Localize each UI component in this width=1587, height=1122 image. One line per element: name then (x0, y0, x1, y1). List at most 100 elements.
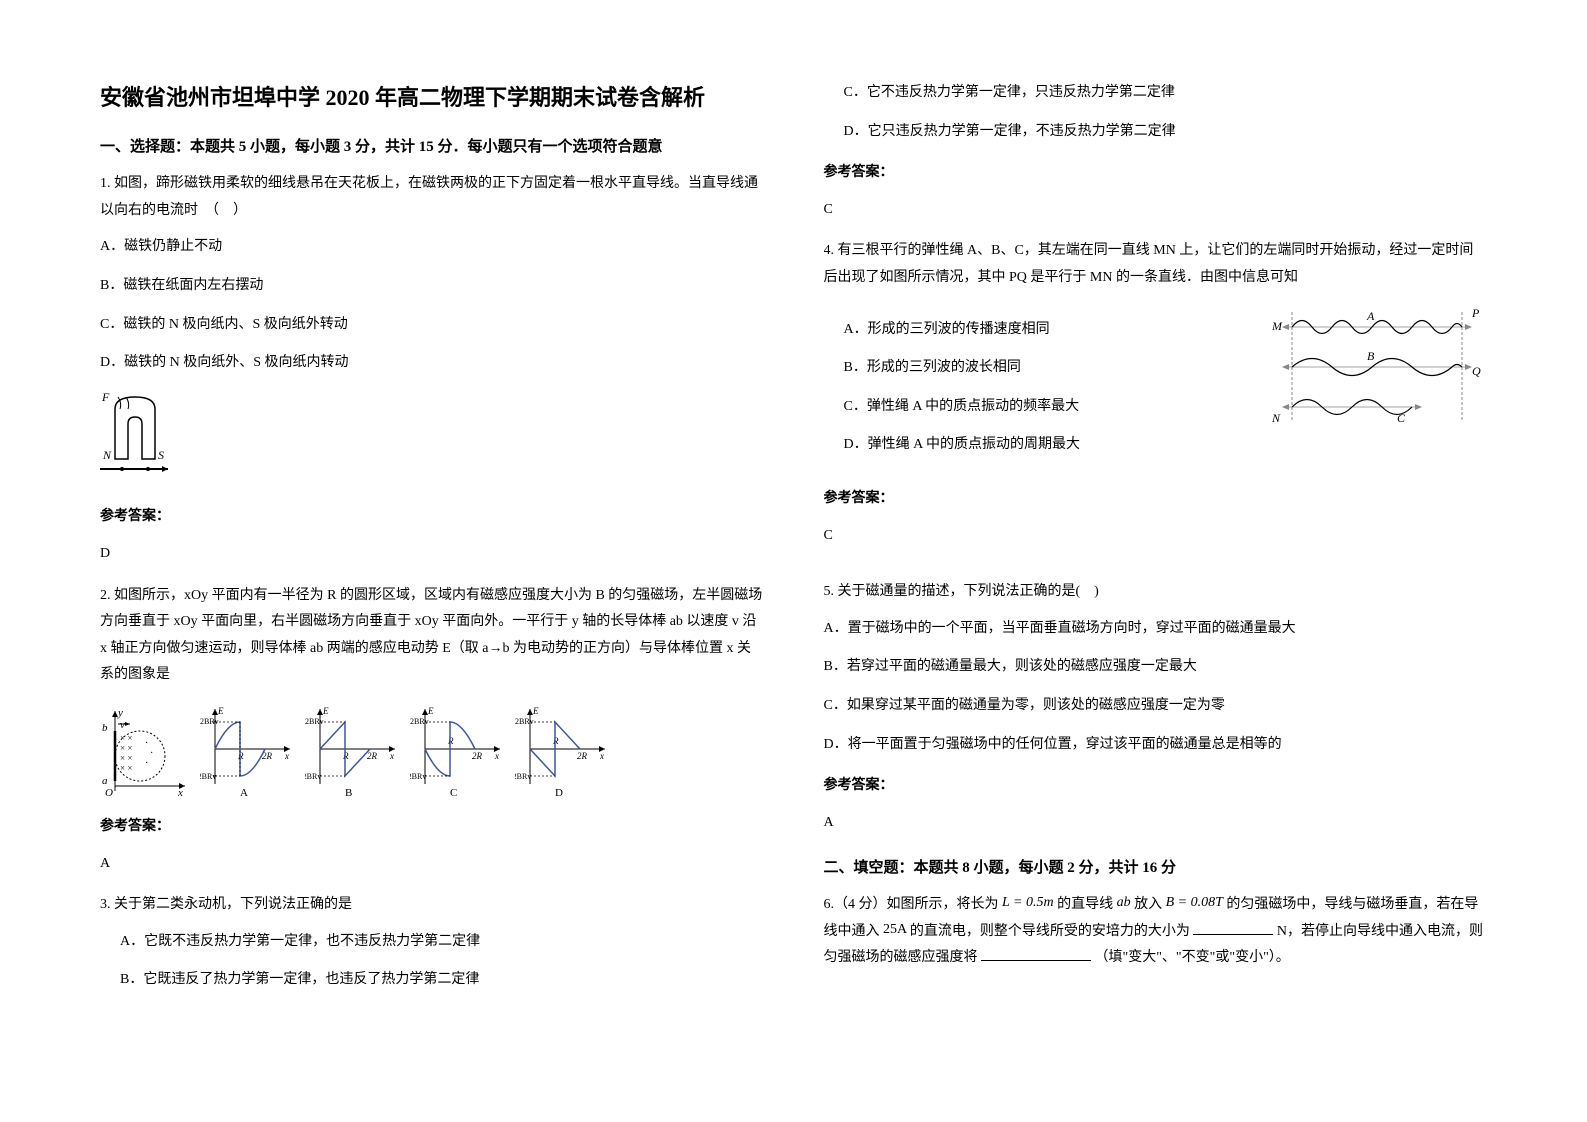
svg-text:E: E (532, 706, 539, 716)
svg-text:× ×: × × (120, 733, 132, 743)
q4-figure-waves: M N P Q A B (1267, 302, 1487, 443)
q2-answer-label: 参考答案： (100, 814, 764, 841)
svg-text:A: A (240, 787, 248, 799)
q1-option-d: D．磁铁的 N 极向纸外、S 极向纸内转动 (100, 350, 764, 377)
wave-q-label: Q (1472, 364, 1481, 378)
q1-option-c: C．磁铁的 N 极向纸内、S 极向纸外转动 (100, 312, 764, 339)
q3-answer-label: 参考答案： (824, 160, 1488, 187)
graph-o-label: O (105, 787, 113, 796)
q2-graph-b: E x 2BRv -2BRv R 2R B (305, 704, 400, 799)
question-6: 6.（4 分）如图所示，将长为 L = 0.5m 的直导线 ab 放入 B = … (824, 892, 1488, 972)
graph-b-label: b (102, 722, 108, 734)
q5-answer-label: 参考答案： (824, 773, 1488, 800)
question-2: 2. 如图所示，xOy 平面内有一半径为 R 的圆形区域，区域内有磁感应强度大小… (100, 583, 764, 878)
svg-text:-2BRv: -2BRv (305, 772, 321, 781)
q5-text: 5. 关于磁通量的描述，下列说法正确的是( ) (824, 579, 1488, 606)
q6-blank-1[interactable] (1193, 921, 1273, 935)
svg-text:2BRv: 2BRv (305, 717, 324, 726)
section-2-header: 二、填空题：本题共 8 小题，每小题 2 分，共计 16 分 (824, 856, 1488, 877)
q1-answer: D (100, 541, 764, 568)
q5-option-c: C．如果穿过某平面的磁通量为零，则该处的磁感应强度一定为零 (824, 693, 1488, 720)
wave-p-label: P (1471, 306, 1480, 320)
q6-L: L = 0.5m (1002, 895, 1054, 910)
q6-prefix: 6.（4 分）如图所示，将长为 (824, 897, 999, 912)
q3-option-b: B．它既违反了热力学第一定律，也违反了热力学第二定律 (100, 967, 764, 994)
svg-text:× ×: × × (120, 753, 132, 763)
svg-text:E: E (427, 706, 434, 716)
q1-figure-magnet: F N S (100, 389, 764, 490)
svg-text:× ×: × × (120, 743, 132, 753)
svg-text:2BRv: 2BRv (410, 717, 429, 726)
section-1-header: 一、选择题：本题共 5 小题，每小题 3 分，共计 15 分．每小题只有一个选项… (100, 135, 764, 156)
q6-tail: （填"变大"、"不变"或"变小"）。 (1095, 950, 1290, 965)
wave-n-label: N (1271, 411, 1281, 425)
q2-figure-graphs: × × × × × × × × · · · b a v O x y (100, 704, 764, 799)
question-3-continued: C．它不违反热力学第一定律，只违反热力学第二定律 D．它只违反热力学第一定律，不… (824, 80, 1488, 223)
q6-mid2: 放入 (1134, 897, 1162, 912)
q6-mid4: 的直流电，则整个导线所受的安培力的大小为 (910, 924, 1190, 939)
q6-blank-2[interactable] (981, 947, 1091, 961)
q4-answer: C (824, 523, 1488, 550)
svg-text:2R: 2R (367, 751, 378, 761)
q5-option-d: D．将一平面置于匀强磁场中的任何位置，穿过该平面的磁通量总是相等的 (824, 732, 1488, 759)
q2-graph-a: E x 2BRv -2BRv R 2R A (200, 704, 295, 799)
svg-text:x: x (389, 751, 394, 761)
svg-text:·: · (145, 738, 148, 749)
q4-answer-label: 参考答案： (824, 486, 1488, 513)
question-4: 4. 有三根平行的弹性绳 A、B、C，其左端在同一直线 MN 上，让它们的左端同… (824, 238, 1488, 564)
wave-c-label: C (1397, 411, 1406, 425)
wave-a-label: A (1366, 309, 1375, 323)
svg-text:D: D (555, 787, 563, 799)
q6-ab: ab (1117, 895, 1131, 910)
svg-text:x: x (284, 751, 289, 761)
svg-text:·: · (145, 758, 148, 769)
svg-text:y: y (117, 707, 123, 719)
q6-B: B = 0.08T (1166, 895, 1223, 910)
q3-option-a: A．它既不违反热力学第一定律，也不违反热力学第二定律 (100, 929, 764, 956)
question-5: 5. 关于磁通量的描述，下列说法正确的是( ) A．置于磁场中的一个平面，当平面… (824, 579, 1488, 836)
svg-text:E: E (217, 706, 224, 716)
page-container: 安徽省池州市坦埠中学 2020 年高二物理下学期期末试卷含解析 一、选择题：本题… (100, 80, 1487, 1009)
wave-m-label: M (1271, 319, 1283, 333)
q6-current: 25A (883, 922, 906, 937)
graph-v-label: v (120, 719, 125, 731)
q2-text: 2. 如图所示，xOy 平面内有一半径为 R 的圆形区域，区域内有磁感应强度大小… (100, 583, 764, 689)
svg-text:-2BRv: -2BRv (410, 772, 426, 781)
svg-text:x: x (494, 751, 499, 761)
svg-text:× ×: × × (120, 763, 132, 773)
left-column: 安徽省池州市坦埠中学 2020 年高二物理下学期期末试卷含解析 一、选择题：本题… (100, 80, 764, 1009)
svg-text:2BRv: 2BRv (515, 717, 534, 726)
q1-option-b: B．磁铁在纸面内左右摆动 (100, 273, 764, 300)
q2-graph-d: E x 2BRv -2BRv R 2R D (515, 704, 610, 799)
magnet-label-n: N (102, 448, 112, 462)
q1-option-a: A．磁铁仍静止不动 (100, 234, 764, 261)
svg-text:C: C (450, 787, 457, 799)
q5-answer: A (824, 810, 1488, 837)
svg-text:·: · (150, 748, 153, 759)
svg-text:x: x (177, 787, 183, 796)
svg-text:-2BRv: -2BRv (515, 772, 531, 781)
q2-answer: A (100, 851, 764, 878)
svg-text:E: E (322, 706, 329, 716)
q1-text: 1. 如图，蹄形磁铁用柔软的细线悬吊在天花板上，在磁铁两极的正下方固定着一根水平… (100, 171, 764, 224)
q5-option-a: A．置于磁场中的一个平面，当平面垂直磁场方向时，穿过平面的磁通量最大 (824, 616, 1488, 643)
question-3: 3. 关于第二类永动机，下列说法正确的是 A．它既不违反热力学第一定律，也不违反… (100, 892, 764, 994)
q3-option-c: C．它不违反热力学第一定律，只违反热力学第二定律 (824, 80, 1488, 107)
svg-text:B: B (345, 787, 352, 799)
q2-graph-c: E x 2BRv -2BRv R 2R C (410, 704, 505, 799)
right-column: C．它不违反热力学第一定律，只违反热力学第二定律 D．它只违反热力学第一定律，不… (824, 80, 1488, 1009)
q5-option-b: B．若穿过平面的磁通量最大，则该处的磁感应强度一定最大 (824, 654, 1488, 681)
svg-text:x: x (599, 751, 604, 761)
svg-text:2R: 2R (577, 751, 588, 761)
q3-text: 3. 关于第二类永动机，下列说法正确的是 (100, 892, 764, 919)
question-1: 1. 如图，蹄形磁铁用柔软的细线悬吊在天花板上，在磁铁两极的正下方固定着一根水平… (100, 171, 764, 567)
q4-text: 4. 有三根平行的弹性绳 A、B、C，其左端在同一直线 MN 上，让它们的左端同… (824, 238, 1488, 291)
exam-title: 安徽省池州市坦埠中学 2020 年高二物理下学期期末试卷含解析 (100, 80, 764, 115)
q3-answer: C (824, 197, 1488, 224)
wave-b-label: B (1367, 349, 1375, 363)
q3-option-d: D．它只违反热力学第一定律，不违反热力学第二定律 (824, 119, 1488, 146)
graph-a-label: a (102, 775, 108, 787)
q6-mid1: 的直导线 (1057, 897, 1113, 912)
q1-answer-label: 参考答案： (100, 504, 764, 531)
q2-setup-figure: × × × × × × × × · · · b a v O x y (100, 706, 190, 796)
